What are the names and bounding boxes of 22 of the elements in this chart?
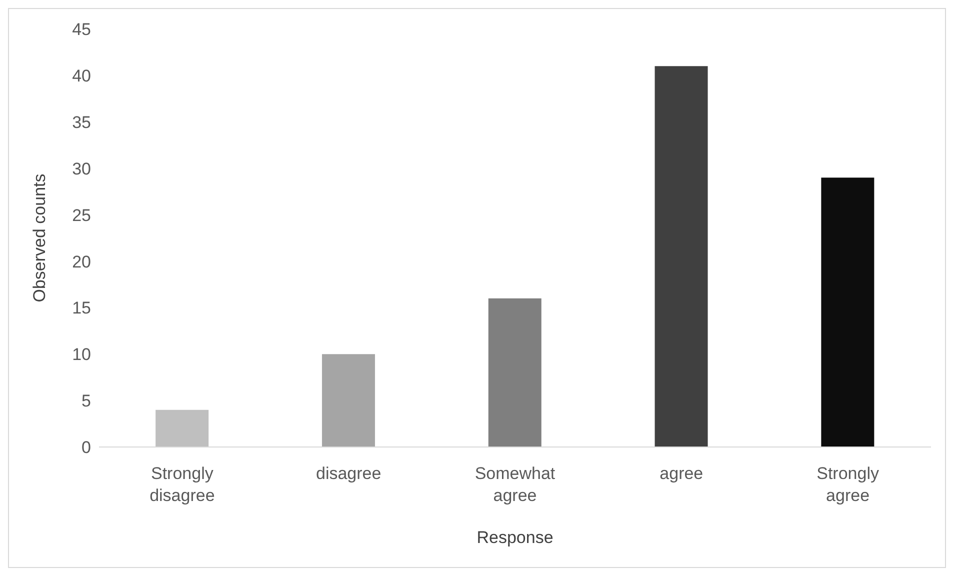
y-tick-label: 30 — [72, 159, 91, 178]
bar — [488, 298, 542, 447]
x-tick-label: Strongly agree — [816, 464, 880, 505]
y-tick-label: 10 — [72, 345, 91, 364]
y-tick-label: 0 — [82, 438, 91, 458]
bar — [654, 66, 708, 447]
y-axis-title: Observed counts — [30, 174, 50, 302]
x-axis-title: Response — [476, 528, 554, 547]
y-tick-label: 5 — [82, 392, 91, 411]
x-tick-label: agree — [660, 464, 704, 483]
y-tick-label: 15 — [72, 298, 91, 318]
bar — [821, 178, 874, 447]
bar — [322, 354, 375, 447]
y-tick-label: 20 — [72, 252, 91, 272]
bar — [156, 410, 209, 447]
x-tick-label: disagree — [316, 464, 382, 483]
y-tick-label: 40 — [72, 66, 91, 86]
y-tick-label: 35 — [72, 112, 91, 132]
x-tick-label: Strongly disagree — [150, 464, 215, 505]
y-tick-label: 45 — [72, 20, 91, 40]
x-tick-label: Somewhat agree — [474, 464, 556, 505]
y-tick-label: 25 — [72, 206, 91, 225]
